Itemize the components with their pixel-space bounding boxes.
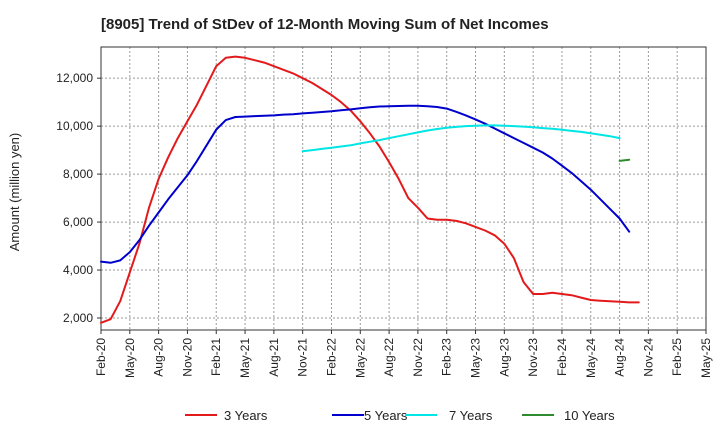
- series-line-5-years: [100, 104, 631, 264]
- series-line-10-years: [618, 158, 631, 162]
- x-tick-label: Aug-21: [267, 338, 281, 377]
- x-tick-label: Nov-21: [296, 338, 310, 377]
- series-line-7-years: [301, 124, 621, 153]
- x-tick-label: Feb-25: [670, 338, 684, 376]
- x-tick-label: Nov-22: [411, 338, 425, 377]
- legend-label-7-years: 7 Years: [449, 408, 493, 423]
- legend-label-5-years: 5 Years: [364, 408, 408, 423]
- x-tick-label: May-21: [238, 338, 252, 378]
- x-tick-label: Feb-21: [209, 338, 223, 376]
- plot-frame: [100, 46, 707, 331]
- y-tick-label: 8,000: [63, 167, 93, 181]
- x-tick-label: May-22: [353, 338, 367, 378]
- x-tick-label: Aug-24: [613, 338, 627, 377]
- y-tick-label: 4,000: [63, 263, 93, 277]
- chart-title: [8905] Trend of StDev of 12-Month Moving…: [101, 16, 549, 33]
- x-tick-label: Aug-20: [152, 338, 166, 377]
- x-tick-label: Nov-24: [641, 338, 655, 377]
- x-tick-label: May-23: [469, 338, 483, 378]
- y-tick-label: 2,000: [63, 311, 93, 325]
- x-tick-label: May-24: [584, 338, 598, 378]
- legend: 3 Years 5 Years 7 Years 10 Years: [185, 408, 615, 423]
- x-tick-label: May-20: [123, 338, 137, 378]
- axes: 2,000 4,000 6,000 8,000 10,000 12,000 Feb-20 Ma…: [56, 46, 713, 378]
- x-tick-label: May-25: [699, 338, 713, 378]
- x-tick-label: Feb-20: [94, 338, 108, 376]
- legend-label-10-years: 10 Years: [564, 408, 615, 423]
- x-tick-label: Feb-24: [555, 338, 569, 376]
- series-group: [100, 55, 640, 324]
- x-tick-label: Feb-22: [324, 338, 338, 376]
- x-tick-label: Aug-23: [497, 338, 511, 377]
- y-tick-label: 12,000: [56, 71, 93, 85]
- x-tick-label: Aug-22: [382, 338, 396, 377]
- y-axis-label: Amount (million yen): [7, 133, 22, 252]
- x-tick-label: Nov-20: [180, 338, 194, 377]
- x-tick-label: Nov-23: [526, 338, 540, 377]
- x-tick-label: Feb-23: [440, 338, 454, 376]
- y-tick-label: 6,000: [63, 215, 93, 229]
- series-line-3-years: [100, 55, 640, 324]
- legend-label-3-years: 3 Years: [224, 408, 268, 423]
- y-tick-label: 10,000: [56, 119, 93, 133]
